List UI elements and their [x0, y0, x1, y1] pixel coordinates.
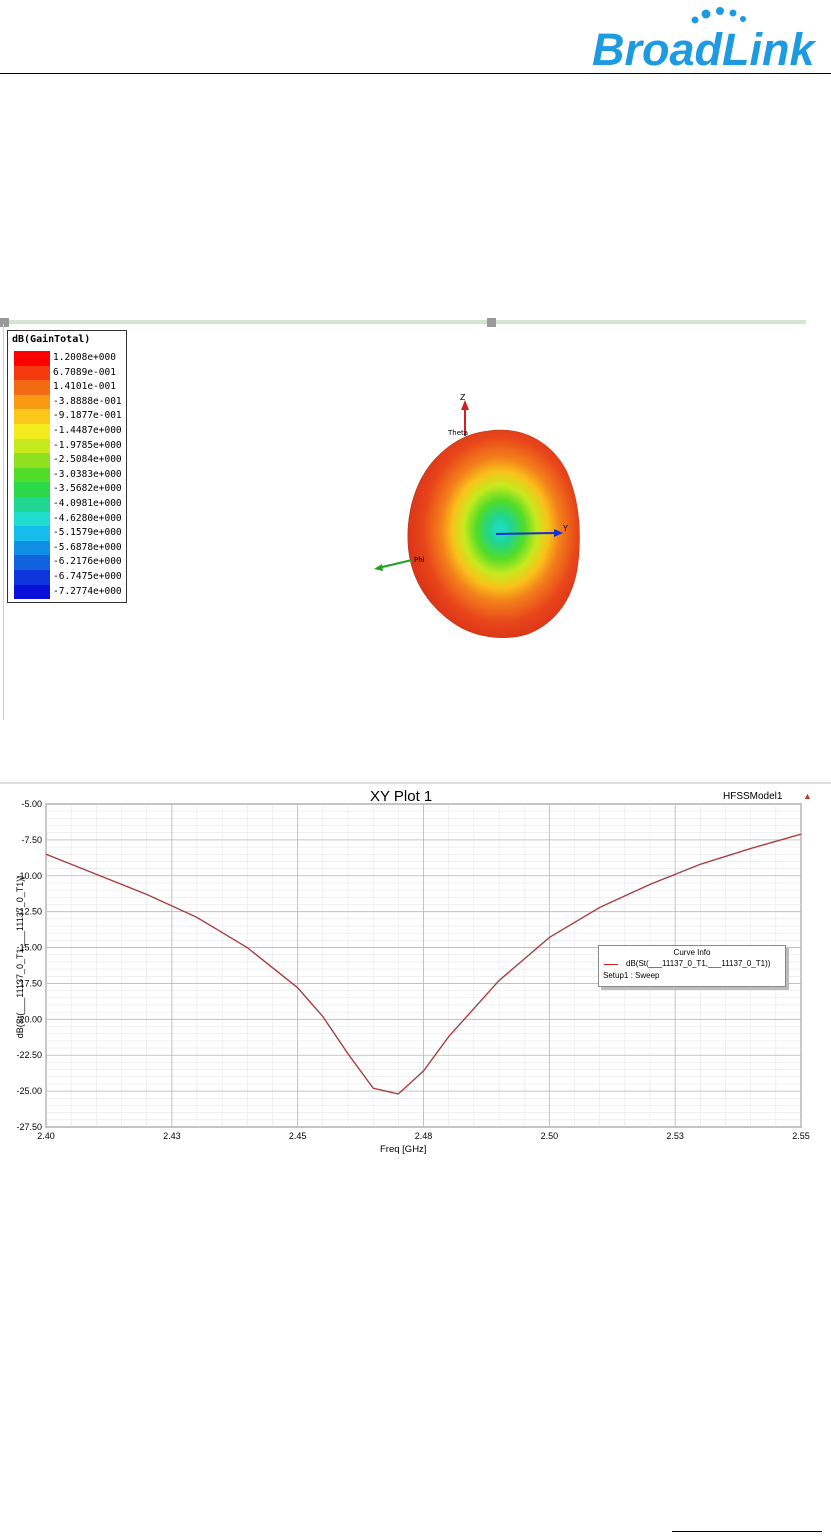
y-tick-label: -12.50	[16, 907, 42, 917]
legend-value: -7.2774e+000	[53, 585, 122, 597]
y-tick-label: -5.00	[21, 799, 42, 809]
pattern-frame-line	[3, 324, 4, 720]
legend-value: -4.0981e+000	[53, 497, 122, 509]
legend-value: -6.7475e+000	[53, 570, 122, 582]
x-tick-label: 2.55	[792, 1131, 810, 1141]
y-tick-label: -22.50	[16, 1050, 42, 1060]
plot-title: XY Plot 1	[370, 788, 433, 805]
y-axis-label: Y	[562, 524, 568, 533]
x-tick-label: 2.43	[163, 1131, 181, 1141]
legend-swatch	[14, 482, 50, 497]
legend-swatch	[14, 511, 50, 527]
curve-name: dB(St(___11137_0_T1,___11137_0_T1))	[626, 959, 771, 968]
gain-legend: dB(GainTotal) 1.2008e+000 6.7089e-001 1.41…	[7, 330, 127, 603]
legend-swatch	[14, 351, 50, 366]
legend-value: -1.4487e+000	[53, 424, 122, 436]
legend-values: 1.2008e+000 6.7089e-001 1.4101e-001 -3.8888…	[53, 351, 122, 599]
legend-value: 1.2008e+000	[53, 352, 116, 363]
y-tick-label: -25.00	[16, 1086, 42, 1096]
x-tick-label: 2.45	[289, 1131, 307, 1141]
x-tick-label: 2.48	[415, 1131, 433, 1141]
legend-swatch	[14, 540, 50, 556]
legend-value: -6.2176e+000	[53, 556, 122, 568]
x-tick-label: 2.40	[37, 1131, 55, 1141]
legend-value: 1.4101e-001	[53, 381, 116, 393]
legend-swatch	[14, 394, 50, 410]
y-tick-label: -10.00	[16, 871, 42, 881]
resize-handle[interactable]	[0, 318, 9, 327]
legend-title: dB(GainTotal)	[12, 334, 91, 345]
z-axis-label: Z	[460, 393, 466, 402]
legend-value: -4.6280e+000	[53, 512, 122, 524]
x-axis-title: Freq [GHz]	[380, 1144, 427, 1155]
curve-setup: Setup1 : Sweep	[603, 971, 660, 980]
plot-model-label: HFSSModel1	[723, 791, 783, 802]
legend-swatch	[14, 555, 50, 570]
legend-swatch	[14, 380, 50, 395]
legend-swatch	[14, 496, 50, 512]
legend-swatch	[14, 438, 50, 454]
legend-colorbar	[14, 351, 50, 600]
pattern-topbar	[0, 320, 806, 324]
xy-plot: 2.40 2.43 2.45 2.48 2.50 2.53 2.55 -5.00 -7.50 -1…	[0, 782, 831, 1162]
resize-handle[interactable]	[487, 318, 496, 327]
legend-value: -9.1877e-001	[53, 410, 122, 422]
legend-value: -5.1579e+000	[53, 527, 122, 539]
legend-swatch	[14, 467, 50, 483]
radiation-pattern-panel: dB(GainTotal) 1.2008e+000 6.7089e-001 1.41…	[0, 318, 831, 720]
x-tick-label: 2.53	[666, 1131, 684, 1141]
curve-info-legend[interactable]: Curve Info dB(St(___11137_0_T1,___11137_…	[598, 945, 786, 987]
y-axis-title: dB(St(___11137_0_T1,___11137_0_T1))	[15, 875, 25, 1039]
legend-value: 6.7089e-001	[53, 366, 116, 378]
svg-text:BroadLink: BroadLink	[592, 24, 816, 74]
legend-swatch	[14, 365, 50, 381]
legend-swatch	[14, 569, 50, 585]
y-tick-label: -27.50	[16, 1122, 42, 1132]
legend-value: -3.5682e+000	[53, 483, 122, 495]
header-rule	[0, 73, 831, 74]
model-warning-icon: ▲	[803, 791, 812, 801]
y-tick-label: -15.00	[16, 943, 42, 953]
x-tick-label: 2.50	[541, 1131, 559, 1141]
legend-swatch	[14, 584, 50, 600]
3d-gain-pattern: Z Theta Y Phi	[374, 393, 580, 638]
y-tick-label: -7.50	[21, 835, 42, 845]
legend-swatch	[14, 423, 50, 439]
y-tick-label: -20.00	[16, 1014, 42, 1024]
y-axis	[495, 532, 556, 535]
legend-swatch	[14, 453, 50, 468]
legend-swatch	[14, 409, 50, 424]
phi-label: Phi	[414, 556, 425, 564]
legend-swatch	[14, 526, 50, 541]
legend-value: -2.5084e+000	[53, 454, 122, 466]
curve-info-title: Curve Info	[673, 948, 711, 957]
legend-value: -3.0383e+000	[53, 468, 122, 480]
legend-value: -5.6878e+000	[53, 541, 122, 553]
legend-value: -1.9785e+000	[53, 439, 122, 451]
gain-surface	[407, 429, 580, 638]
legend-line-swatch	[604, 964, 618, 965]
series-line	[45, 833, 802, 1095]
legend-value: -3.8888e-001	[53, 395, 122, 407]
footer-rule	[672, 1531, 822, 1532]
y-tick-label: -17.50	[16, 978, 42, 988]
x-axis	[377, 559, 413, 569]
theta-label: Theta	[447, 429, 468, 437]
broadlink-logo: BroadLink	[592, 7, 816, 74]
